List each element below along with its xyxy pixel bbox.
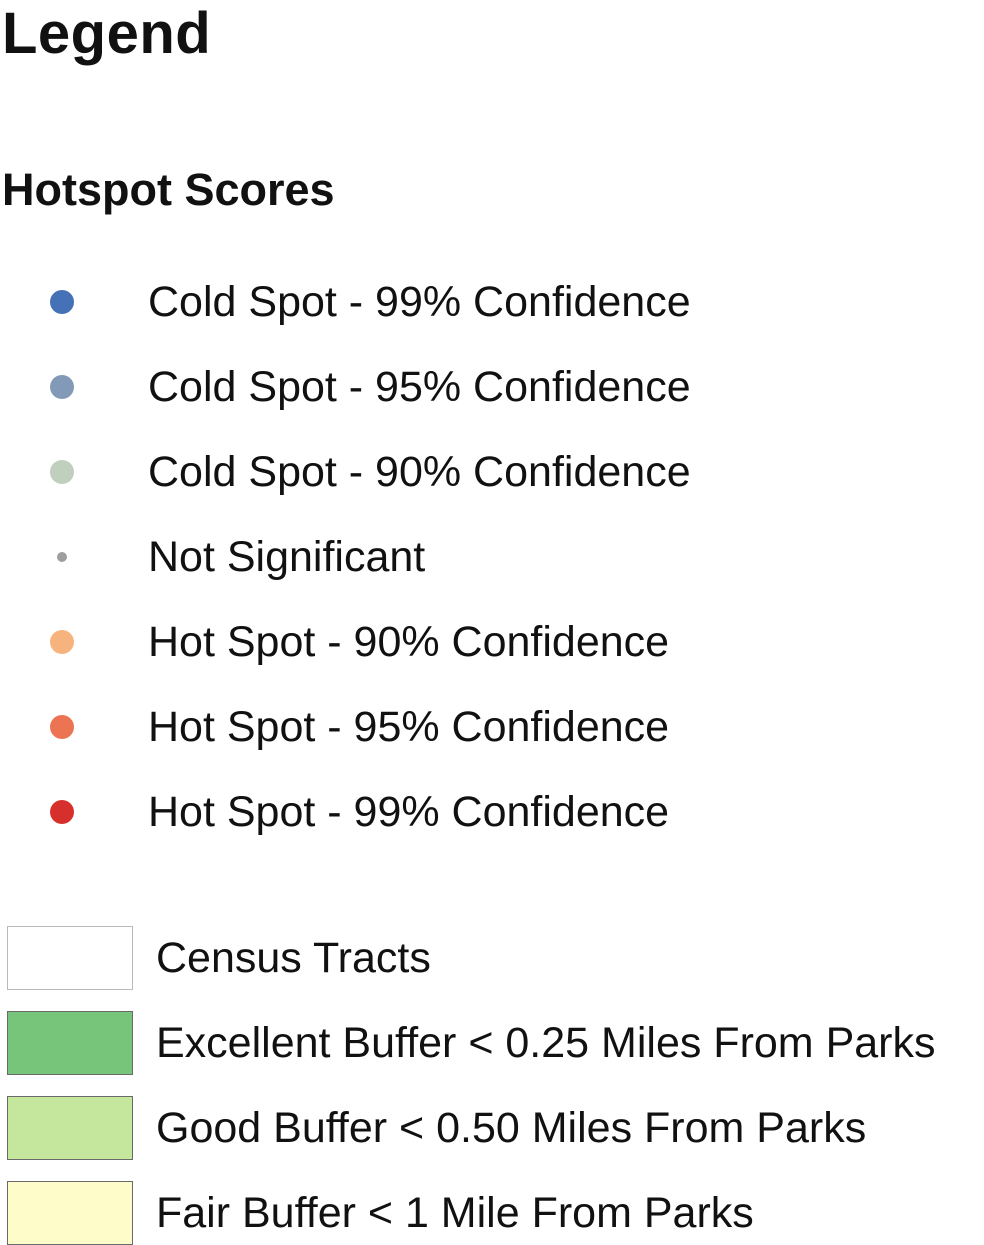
circle-icon	[50, 290, 74, 314]
circle-icon	[50, 800, 74, 824]
legend-item-excellent-buffer: Excellent Buffer < 0.25 Miles From Parks	[0, 1011, 984, 1075]
circle-icon	[50, 715, 74, 739]
legend-item-label: Cold Spot - 99% Confidence	[148, 278, 691, 326]
legend-item-label: Cold Spot - 95% Confidence	[148, 363, 691, 411]
small-circle-icon	[57, 552, 67, 562]
legend-item-cold-spot-95: Cold Spot - 95% Confidence	[0, 357, 984, 417]
circle-icon	[50, 375, 74, 399]
legend-item-label: Hot Spot - 90% Confidence	[148, 618, 670, 666]
legend-item-label: Fair Buffer < 1 Mile From Parks	[156, 1189, 754, 1237]
legend-item-label: Good Buffer < 0.50 Miles From Parks	[156, 1104, 867, 1152]
hotspot-legend-list: Cold Spot - 99% Confidence Cold Spot - 9…	[0, 272, 984, 842]
legend-item-census-tracts: Census Tracts	[0, 926, 984, 990]
hotspot-scores-title: Hotspot Scores	[2, 164, 335, 215]
legend-item-label: Hot Spot - 99% Confidence	[148, 788, 670, 836]
legend-item-cold-spot-90: Cold Spot - 90% Confidence	[0, 442, 984, 502]
legend-item-hot-spot-90: Hot Spot - 90% Confidence	[0, 612, 984, 672]
legend-item-label: Not Significant	[148, 533, 426, 581]
legend-item-fair-buffer: Fair Buffer < 1 Mile From Parks	[0, 1181, 984, 1245]
legend-item-good-buffer: Good Buffer < 0.50 Miles From Parks	[0, 1096, 984, 1160]
legend-item-hot-spot-95: Hot Spot - 95% Confidence	[0, 697, 984, 757]
legend-item-label: Hot Spot - 95% Confidence	[148, 703, 670, 751]
legend-item-label: Excellent Buffer < 0.25 Miles From Parks	[156, 1019, 936, 1067]
legend-title: Legend	[2, 1, 212, 66]
legend-item-label: Census Tracts	[156, 934, 431, 982]
circle-icon	[50, 630, 74, 654]
color-swatch	[7, 1096, 133, 1160]
color-swatch	[7, 1011, 133, 1075]
color-swatch	[7, 1181, 133, 1245]
legend-item-hot-spot-99: Hot Spot - 99% Confidence	[0, 782, 984, 842]
circle-icon	[50, 460, 74, 484]
legend-item-label: Cold Spot - 90% Confidence	[148, 448, 691, 496]
legend-item-not-significant: Not Significant	[0, 527, 984, 587]
legend-item-cold-spot-99: Cold Spot - 99% Confidence	[0, 272, 984, 332]
color-swatch	[7, 926, 133, 990]
